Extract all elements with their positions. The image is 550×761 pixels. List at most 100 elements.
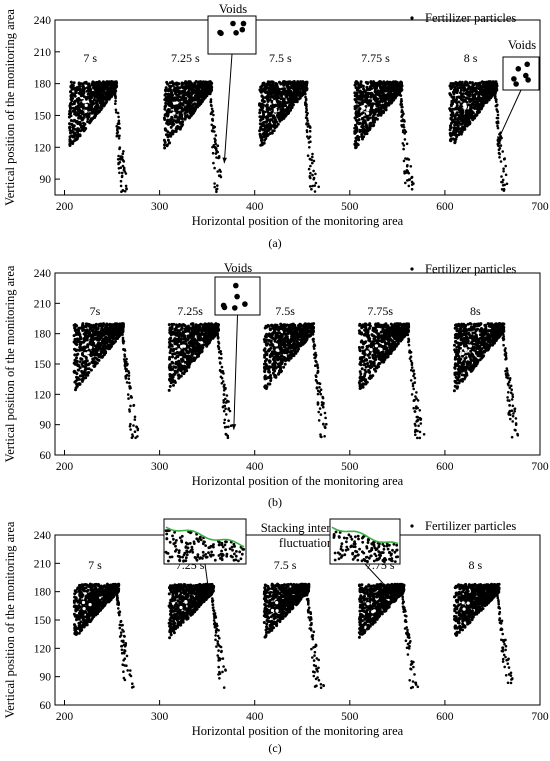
particle [495,104,499,107]
particle [452,92,456,96]
particle [353,142,357,146]
particle [163,143,166,147]
particle [168,364,172,368]
particle [133,415,137,419]
void-speck [83,352,87,356]
particle [181,120,185,124]
particle [105,100,109,103]
particle [378,113,382,117]
particle [277,117,281,121]
particle [498,156,501,159]
particle [98,85,102,89]
particle [359,82,363,86]
particle [85,89,89,93]
particle [98,332,102,336]
particle [175,370,179,374]
particle [76,363,80,367]
particle [84,322,88,326]
particle [283,87,286,91]
particle [401,110,404,114]
particle [382,110,385,114]
particle [399,94,403,97]
particle [356,114,360,118]
particle [187,98,191,102]
y-tick-label: 60 [40,450,52,462]
particle [129,386,132,390]
particle [191,102,195,106]
particle-stream [302,82,321,193]
particle [69,93,73,97]
particle [87,115,91,118]
particle [448,128,452,132]
y-tick-label: 150 [34,110,52,122]
particle [128,381,131,385]
particle [359,94,362,98]
particle [504,173,508,177]
time-label: 7.75 s [361,51,390,65]
particle [121,164,125,168]
particle [500,175,503,178]
particle [81,94,85,97]
particle [111,335,115,339]
particle [194,98,198,102]
particle [358,103,362,107]
particle [479,107,483,111]
particle [69,111,73,115]
particle [165,119,169,123]
particle [118,171,121,175]
y-tick-label: 240 [34,15,52,27]
particle [213,130,216,133]
particle [375,100,379,104]
particle [213,185,216,189]
particle [290,92,294,96]
particle [313,184,317,187]
particle [456,126,460,129]
particle [200,345,204,349]
particle [368,125,372,128]
particle [132,404,135,407]
particle [120,324,123,328]
particle [312,176,316,180]
particle [375,117,379,121]
particle [373,94,377,98]
particle [260,139,263,142]
particle [353,126,357,130]
particle [357,111,360,115]
particle [208,80,212,84]
particle [114,99,117,103]
particle [78,360,82,364]
particle [81,329,85,332]
particle [120,156,124,159]
particle [72,81,76,85]
legend-label: Fertilizer particles [425,262,516,276]
particle [361,123,365,127]
particle [176,96,180,100]
particle [301,93,304,97]
particle [73,94,77,98]
particle [384,93,388,97]
particle [71,109,75,113]
particle [460,93,464,97]
particle-pile [448,80,499,145]
particle [273,89,277,93]
particle [95,100,99,104]
particle [84,334,88,338]
particle [308,129,312,133]
particle [311,173,314,177]
void-particle [511,76,517,82]
particle [493,82,496,86]
particle [213,182,216,185]
particle [389,101,393,105]
particle [69,114,73,118]
particle [385,97,389,101]
particle [188,115,192,119]
particle [285,83,289,87]
particle [167,96,171,100]
particle [170,330,174,334]
particle [82,360,85,364]
particle [269,131,273,135]
particle [113,89,116,93]
particle [101,81,105,85]
particle [93,360,97,364]
